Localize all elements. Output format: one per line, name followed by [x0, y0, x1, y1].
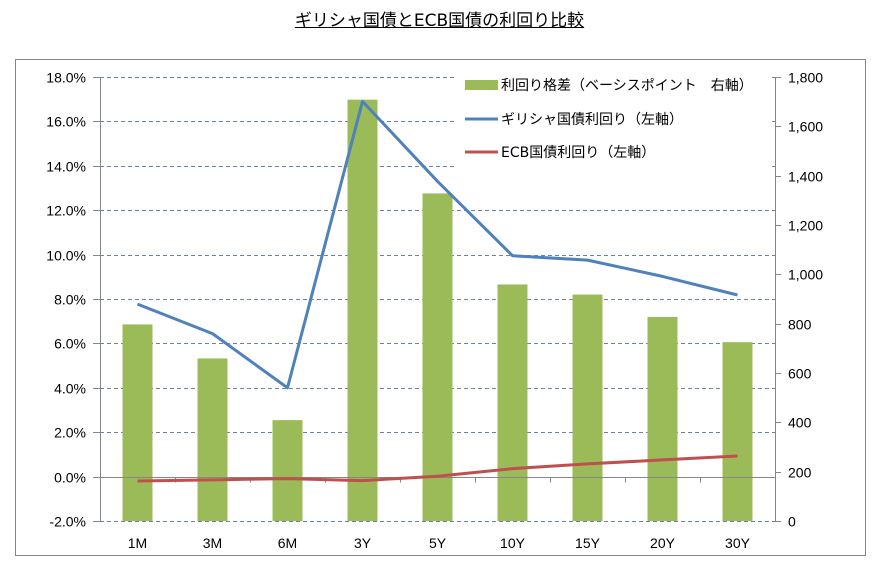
x-tick-label: 1M: [128, 535, 147, 551]
legend-label-greece: ギリシャ国債利回り（左軸）: [501, 112, 683, 128]
legend-background: [457, 68, 769, 168]
x-tick-label: 20Y: [650, 535, 676, 551]
legend: 利回り格差（ベーシスポイント 右軸） ギリシャ国債利回り（左軸） ECB国債利回…: [457, 68, 769, 168]
left-tick-label: 18.0%: [46, 70, 86, 86]
left-tick-label: 6.0%: [54, 336, 86, 352]
chart-title: ギリシャ国債とECB国債の利回り比較: [294, 11, 585, 31]
bar-5Y: [422, 193, 453, 521]
x-tick-label: 5Y: [429, 535, 447, 551]
left-tick-label: 2.0%: [54, 425, 86, 441]
bar-series-spread: [122, 99, 753, 522]
x-tick-label: 15Y: [575, 535, 601, 551]
left-tick-label: 10.0%: [46, 248, 86, 264]
right-tick-label: 0: [788, 514, 796, 530]
right-tick-label: 1,200: [788, 218, 823, 234]
right-tick-label: 800: [788, 317, 812, 333]
legend-label-spread: 利回り格差（ベーシスポイント 右軸）: [501, 78, 753, 94]
bar-3M: [197, 358, 228, 521]
left-tick-label: 12.0%: [46, 203, 86, 219]
right-tick-label: 1,000: [788, 267, 823, 283]
right-tick-label: 600: [788, 366, 812, 382]
x-tick-label: 6M: [278, 535, 297, 551]
left-tick-label: 16.0%: [46, 114, 86, 130]
left-tick-label: 14.0%: [46, 159, 86, 175]
bar-6M: [272, 420, 303, 521]
right-tick-label: 1,600: [788, 119, 823, 135]
right-tick-label: 200: [788, 465, 812, 481]
left-tick-label: 8.0%: [54, 292, 86, 308]
bar-20Y: [647, 317, 678, 521]
bar-30Y: [722, 342, 753, 521]
bar-10Y: [497, 284, 528, 521]
line-series: [136, 99, 738, 483]
tick-labels: -2.0% 0.0% 2.0% 4.0% 6.0% 8.0% 10.0% 12.0% 14.0%…: [46, 70, 823, 552]
left-tick-label: 4.0%: [54, 381, 86, 397]
left-tick-label: -2.0%: [49, 514, 86, 530]
x-tick-label: 3M: [203, 535, 222, 551]
legend-swatch-spread: [465, 80, 498, 90]
x-tick-label: 30Y: [725, 535, 751, 551]
right-tick-label: 400: [788, 415, 812, 431]
right-tick-label: 1,800: [788, 70, 823, 86]
x-tick-label: 3Y: [354, 535, 372, 551]
bar-3Y: [347, 99, 378, 522]
legend-label-ecb: ECB国債利回り（左軸）: [501, 145, 655, 161]
x-tick-label: 10Y: [500, 535, 526, 551]
bar-1M: [122, 324, 153, 521]
left-tick-label: 0.0%: [54, 470, 86, 486]
bar-15Y: [572, 294, 603, 521]
right-tick-label: 1,400: [788, 169, 823, 185]
